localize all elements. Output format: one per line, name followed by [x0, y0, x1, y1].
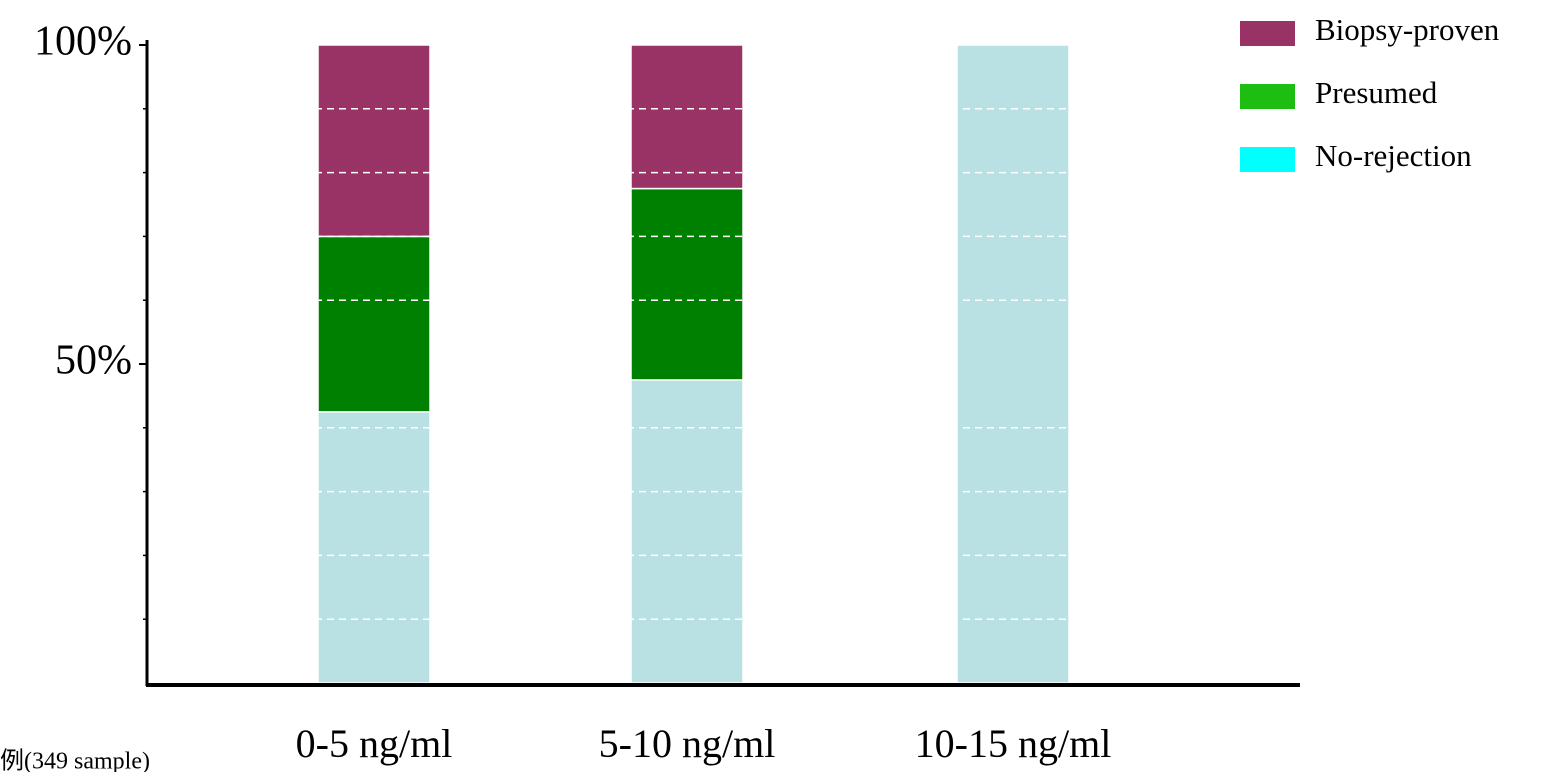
- y-tick-label: 50%: [55, 338, 132, 384]
- x-tick-label: 5-10 ng/ml: [599, 721, 776, 766]
- x-tick-label: 0-5 ng/ml: [296, 721, 453, 766]
- bar-segment: [317, 411, 431, 684]
- legend-label: Presumed: [1315, 75, 1438, 110]
- bar-segment: [630, 187, 744, 381]
- bar-segment: [630, 379, 744, 684]
- legend-swatch: [1240, 84, 1295, 109]
- bar-segment: [317, 44, 431, 238]
- legend-label: Biopsy-proven: [1315, 12, 1500, 47]
- x-tick-label: 10-15 ng/ml: [915, 721, 1112, 766]
- legend-swatch: [1240, 21, 1295, 46]
- legend-swatch: [1240, 147, 1295, 172]
- bar-segment: [630, 44, 744, 190]
- annotation: 例(349 sample): [0, 748, 150, 772]
- bar-segment: [317, 235, 431, 413]
- legend-label: No-rejection: [1315, 138, 1472, 173]
- bar-segment: [956, 44, 1070, 684]
- y-tick-label: 100%: [34, 19, 132, 65]
